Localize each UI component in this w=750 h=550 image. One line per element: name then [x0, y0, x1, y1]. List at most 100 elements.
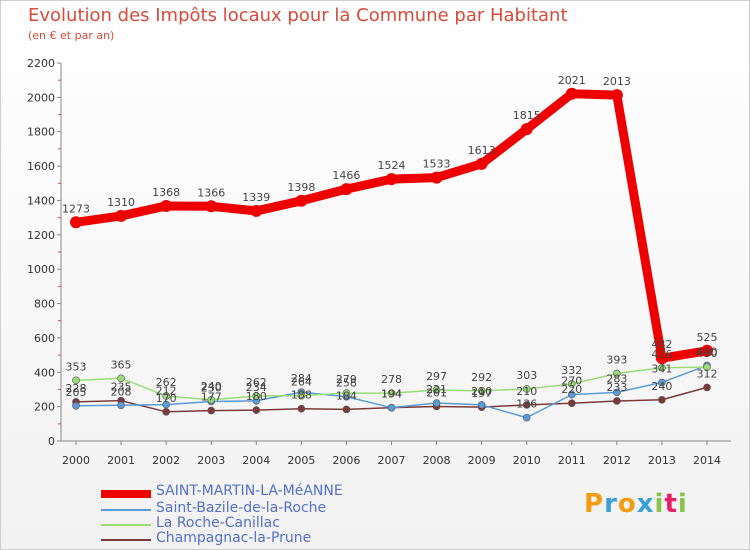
data-label: 235: [111, 381, 132, 394]
data-label: 1398: [287, 181, 315, 194]
data-labels: 1273 1310 1368 1366 1339 1398 1466 1524 1533 1613…: [62, 74, 718, 411]
y-tick-label: 400: [34, 366, 55, 379]
data-point: [432, 386, 441, 394]
data-label: 197: [471, 387, 492, 400]
data-point: [703, 363, 711, 371]
x-tick-label: 2005: [287, 454, 315, 467]
data-point: [658, 395, 666, 404]
x-tick-label: 2014: [693, 454, 721, 467]
data-point: [613, 397, 621, 405]
data-point: [162, 392, 170, 400]
x-tick-label: 2009: [468, 454, 496, 467]
brand-letter: i: [677, 489, 688, 519]
data-label: 258: [336, 377, 357, 390]
brand-letter: r: [604, 489, 618, 519]
data-label: 1524: [378, 159, 406, 172]
data-point: [342, 405, 351, 414]
data-point: [70, 216, 82, 229]
data-label: 2013: [603, 75, 631, 88]
data-point: [430, 171, 443, 184]
data-label: 170: [156, 392, 177, 405]
data-label: 212: [156, 385, 177, 398]
data-point: [72, 401, 80, 410]
data-point: [297, 391, 306, 400]
data-point: [252, 392, 261, 400]
data-label: 188: [291, 389, 312, 402]
data-label: 210: [471, 385, 492, 398]
y-tick-label: 2000: [27, 91, 55, 104]
data-label: 312: [697, 367, 718, 380]
legend-swatch: [101, 490, 151, 498]
legend-swatch: [101, 539, 151, 541]
chart-title: Evolution des Impôts locaux pour la Comm…: [28, 5, 568, 26]
data-point: [567, 380, 576, 388]
data-label: 136: [516, 398, 537, 411]
data-point: [250, 204, 263, 217]
data-label: 1368: [152, 186, 180, 199]
data-label: 279: [336, 373, 357, 386]
data-label: 221: [426, 383, 447, 396]
data-label: 426: [651, 348, 672, 361]
y-tick-label: 600: [34, 332, 55, 345]
data-label: 264: [291, 376, 312, 389]
data-point: [205, 200, 218, 213]
data-label: 240: [651, 380, 672, 393]
chart-axes: 0 200 400 600 800 1000 1200 1400 1600 1800 2000 220…: [27, 57, 731, 467]
series-layer: [70, 87, 713, 422]
data-label: 525: [697, 331, 718, 344]
data-label: 240: [201, 380, 222, 393]
data-point: [477, 401, 486, 409]
data-label: 297: [426, 370, 447, 383]
data-label: 194: [381, 388, 402, 401]
data-point: [567, 399, 576, 408]
data-label: 228: [66, 382, 87, 395]
data-point: [522, 385, 531, 393]
data-label: 180: [246, 390, 267, 403]
data-point: [567, 390, 576, 399]
data-point: [72, 376, 80, 385]
brand-letter: x: [636, 489, 655, 519]
x-tick-label: 2002: [152, 454, 180, 467]
data-point: [477, 387, 486, 395]
data-label: 341: [651, 362, 672, 375]
data-point: [613, 388, 621, 397]
legend-label: Saint-Bazile-de-la-Roche: [156, 500, 327, 516]
x-tick-label: 2011: [558, 454, 586, 467]
data-point: [162, 400, 170, 409]
x-tick-label: 2003: [197, 454, 225, 467]
data-point: [297, 404, 306, 413]
data-label: 233: [606, 381, 627, 394]
data-label: 393: [606, 353, 627, 366]
legend-swatch: [101, 509, 151, 511]
x-tick-label: 2008: [423, 454, 451, 467]
data-label: 1613: [468, 144, 496, 157]
brand-letter: t: [664, 489, 678, 519]
data-point: [162, 407, 170, 416]
y-tick-label: 1600: [27, 160, 55, 173]
data-label: 303: [516, 369, 537, 382]
data-point: [117, 374, 125, 383]
data-label: 234: [246, 381, 267, 394]
data-point: [295, 194, 308, 207]
data-label: 1273: [62, 202, 90, 215]
brand-letter: i: [654, 489, 665, 519]
x-tick-label: 2012: [603, 454, 631, 467]
y-tick-label: 1000: [27, 263, 55, 276]
data-point: [385, 173, 398, 186]
data-label: 440: [697, 345, 718, 358]
data-point: [475, 157, 488, 170]
data-label: 283: [606, 372, 627, 385]
y-tick-label: 200: [34, 401, 55, 414]
y-tick-label: 0: [48, 435, 55, 448]
data-label: 205: [66, 386, 87, 399]
legend-label: SAINT-MARTIN-LA-MéANNE: [156, 483, 343, 499]
data-label: 1466: [332, 169, 360, 182]
data-label: 270: [561, 375, 582, 388]
data-point: [520, 123, 533, 136]
data-point: [703, 383, 711, 392]
data-label: 1310: [107, 196, 135, 209]
data-point: [613, 369, 621, 378]
data-point: [117, 401, 125, 410]
